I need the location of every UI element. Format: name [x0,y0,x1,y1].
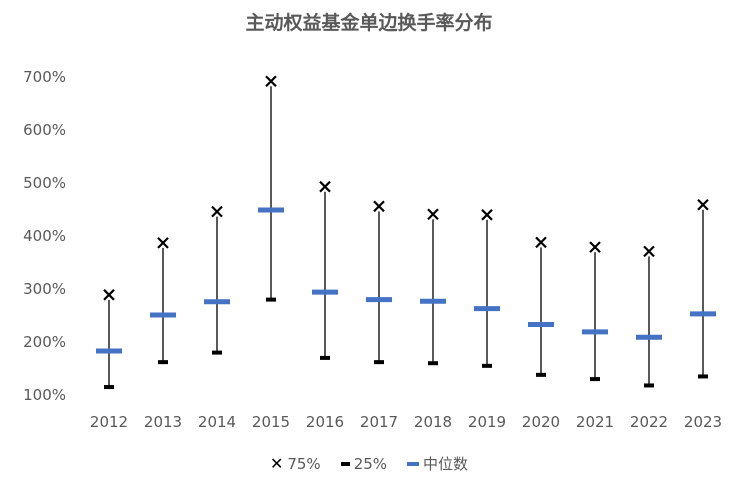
p75-marker [697,198,709,211]
legend-item-p25: 25% [340,453,388,474]
p75-marker [265,75,277,88]
y-tick-label: 100% [23,386,66,404]
legend-median-marker-icon [407,461,420,466]
legend-label-p25: 25% [353,454,388,473]
legend-label-p75: 75% [287,454,321,473]
p75-marker [643,245,655,258]
p75-marker [103,289,115,301]
chart-svg: 100% 200% 300% 400% 500% 600% 700% 2012 2013 2014… [23,68,722,431]
legend-dash-marker-icon [340,461,350,466]
x-tick-label: 2017 [360,413,398,431]
y-tick-label: 300% [23,280,66,298]
x-tick-label: 2014 [198,413,236,431]
x-tick-label: 2021 [576,413,614,431]
legend-x-marker-icon: ✕ [269,454,284,473]
legend-item-p75: ✕ 75% [270,453,321,474]
x-tick-label: 2023 [684,413,722,431]
y-tick-label: 700% [23,68,66,86]
p75-marker [535,236,547,249]
y-tick-label: 400% [23,227,66,245]
p75-marker [481,209,493,221]
p75-marker [319,180,331,193]
p75-marker [373,200,385,213]
p75-marker [157,237,169,249]
x-tick-label: 2016 [306,413,344,431]
legend-label-median: 中位数 [423,455,469,473]
legend-item-median: 中位数 [407,453,468,474]
p75-marker [211,205,223,218]
p75-marker [589,241,601,253]
x-tick-label: 2022 [630,413,668,431]
y-tick-label: 200% [23,333,66,351]
x-tick-label: 2019 [468,413,506,431]
y-tick-label: 500% [23,174,66,192]
x-tick-label: 2015 [252,413,290,431]
legend: ✕ 75% 25% 中位数 [0,453,738,474]
x-tick-label: 2020 [522,413,560,431]
p75-marker [427,208,439,221]
x-tick-label: 2013 [144,413,182,431]
x-tick-label: 2012 [90,413,128,431]
y-tick-label: 600% [23,121,66,139]
x-tick-label: 2018 [414,413,452,431]
chart-title: 主动权益基金单边换手率分布 [245,12,493,34]
